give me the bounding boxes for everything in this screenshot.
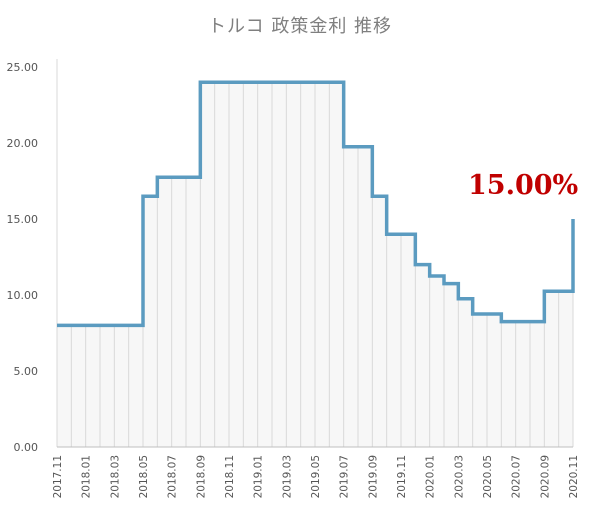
x-tick-label: 2019.01 bbox=[253, 455, 265, 498]
x-tick-label: 2018.01 bbox=[81, 455, 93, 498]
x-tick-label: 2017.11 bbox=[52, 455, 64, 498]
x-tick-label: 2018.05 bbox=[138, 455, 150, 498]
x-tick-label: 2019.09 bbox=[367, 455, 379, 498]
x-tick-label: 2020.09 bbox=[539, 455, 551, 498]
x-tick-label: 2019.07 bbox=[339, 455, 351, 498]
current-rate-annotation: 15.00% bbox=[468, 170, 579, 201]
x-tick-label: 2018.07 bbox=[167, 455, 179, 498]
x-tick-label: 2020.05 bbox=[482, 455, 494, 498]
x-tick-label: 2018.09 bbox=[195, 455, 207, 498]
x-tick-label: 2020.07 bbox=[511, 455, 523, 498]
chart-title: トルコ 政策金利 推移 bbox=[207, 16, 393, 37]
y-tick-label: 5.00 bbox=[14, 365, 39, 378]
y-tick-label: 25.00 bbox=[7, 61, 39, 74]
y-tick-label: 10.00 bbox=[7, 289, 39, 302]
y-tick-label: 20.00 bbox=[7, 137, 39, 150]
x-tick-label: 2019.05 bbox=[310, 455, 322, 498]
x-tick-label: 2020.01 bbox=[425, 455, 437, 498]
x-tick-label: 2019.11 bbox=[396, 455, 408, 498]
x-tick-label: 2019.03 bbox=[281, 455, 293, 498]
x-tick-label: 2020.03 bbox=[453, 455, 465, 498]
x-tick-label: 2018.11 bbox=[224, 455, 236, 498]
x-tick-label: 2020.11 bbox=[568, 455, 580, 498]
x-tick-label: 2018.03 bbox=[109, 455, 121, 498]
y-tick-label: 15.00 bbox=[7, 213, 39, 226]
y-tick-label: 0.00 bbox=[14, 441, 39, 454]
policy-rate-line bbox=[57, 80, 575, 328]
